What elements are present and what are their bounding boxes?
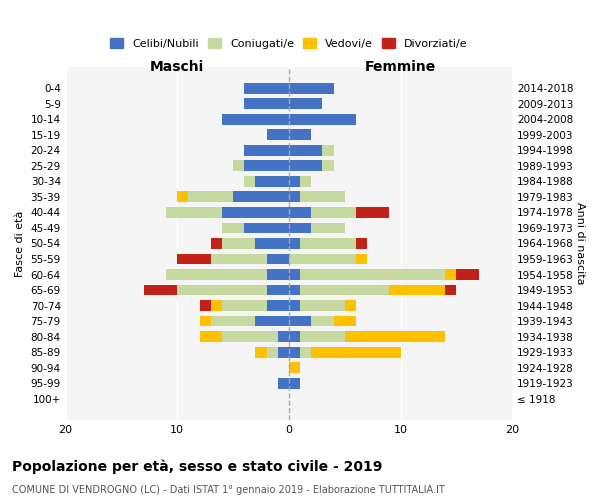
Bar	[278, 331, 289, 342]
Bar	[389, 284, 445, 296]
Bar	[356, 254, 367, 264]
Bar	[166, 207, 222, 218]
Bar	[222, 222, 244, 234]
Bar	[345, 300, 356, 311]
Bar	[289, 238, 300, 249]
Bar	[289, 362, 300, 373]
Text: Popolazione per età, sesso e stato civile - 2019: Popolazione per età, sesso e stato civil…	[12, 460, 382, 474]
Bar	[244, 222, 289, 234]
Bar	[300, 331, 345, 342]
Bar	[256, 316, 289, 326]
Bar	[200, 331, 222, 342]
Text: Maschi: Maschi	[150, 60, 205, 74]
Bar	[311, 207, 356, 218]
Bar	[266, 254, 289, 264]
Bar	[266, 284, 289, 296]
Bar	[311, 346, 401, 358]
Y-axis label: Anni di nascita: Anni di nascita	[575, 202, 585, 284]
Bar	[300, 238, 356, 249]
Bar	[166, 269, 266, 280]
Bar	[289, 254, 356, 264]
Bar	[457, 269, 479, 280]
Bar	[300, 300, 345, 311]
Bar	[300, 176, 311, 187]
Bar	[300, 192, 345, 202]
Bar	[200, 316, 211, 326]
Y-axis label: Fasce di età: Fasce di età	[15, 210, 25, 276]
Text: Femmine: Femmine	[365, 60, 436, 74]
Text: COMUNE DI VENDROGNO (LC) - Dati ISTAT 1° gennaio 2019 - Elaborazione TUTTITALIA.: COMUNE DI VENDROGNO (LC) - Dati ISTAT 1°…	[12, 485, 445, 495]
Bar	[222, 207, 289, 218]
Bar	[289, 176, 300, 187]
Bar	[289, 192, 300, 202]
Bar	[244, 98, 289, 109]
Bar	[244, 176, 256, 187]
Bar	[200, 300, 211, 311]
Bar	[233, 160, 244, 172]
Bar	[178, 284, 266, 296]
Bar	[256, 238, 289, 249]
Bar	[211, 238, 222, 249]
Bar	[178, 192, 188, 202]
Bar	[178, 254, 211, 264]
Bar	[289, 145, 322, 156]
Bar	[266, 130, 289, 140]
Bar	[356, 207, 389, 218]
Bar	[256, 346, 266, 358]
Bar	[311, 316, 334, 326]
Bar	[211, 316, 256, 326]
Bar	[289, 114, 356, 125]
Bar	[289, 269, 300, 280]
Bar	[289, 346, 300, 358]
Bar	[211, 254, 266, 264]
Bar	[322, 145, 334, 156]
Bar	[244, 145, 289, 156]
Bar	[334, 316, 356, 326]
Bar	[211, 300, 222, 311]
Bar	[300, 346, 311, 358]
Bar	[300, 269, 445, 280]
Bar	[188, 192, 233, 202]
Bar	[289, 284, 300, 296]
Bar	[289, 300, 300, 311]
Bar	[289, 222, 311, 234]
Bar	[445, 269, 457, 280]
Bar	[266, 346, 278, 358]
Bar	[233, 192, 289, 202]
Bar	[256, 176, 289, 187]
Bar	[244, 83, 289, 94]
Bar	[300, 284, 389, 296]
Bar	[289, 130, 311, 140]
Bar	[222, 300, 266, 311]
Bar	[289, 83, 334, 94]
Bar	[311, 222, 345, 234]
Bar	[289, 331, 300, 342]
Bar	[289, 160, 322, 172]
Bar	[244, 160, 289, 172]
Bar	[289, 316, 311, 326]
Bar	[278, 378, 289, 388]
Bar	[289, 207, 311, 218]
Bar	[322, 160, 334, 172]
Legend: Celibi/Nubili, Coniugati/e, Vedovi/e, Divorziati/e: Celibi/Nubili, Coniugati/e, Vedovi/e, Di…	[106, 34, 472, 53]
Bar	[222, 114, 289, 125]
Bar	[222, 331, 278, 342]
Bar	[222, 238, 256, 249]
Bar	[345, 331, 445, 342]
Bar	[144, 284, 178, 296]
Bar	[266, 300, 289, 311]
Bar	[445, 284, 457, 296]
Bar	[289, 98, 322, 109]
Bar	[266, 269, 289, 280]
Bar	[278, 346, 289, 358]
Bar	[356, 238, 367, 249]
Bar	[289, 378, 300, 388]
